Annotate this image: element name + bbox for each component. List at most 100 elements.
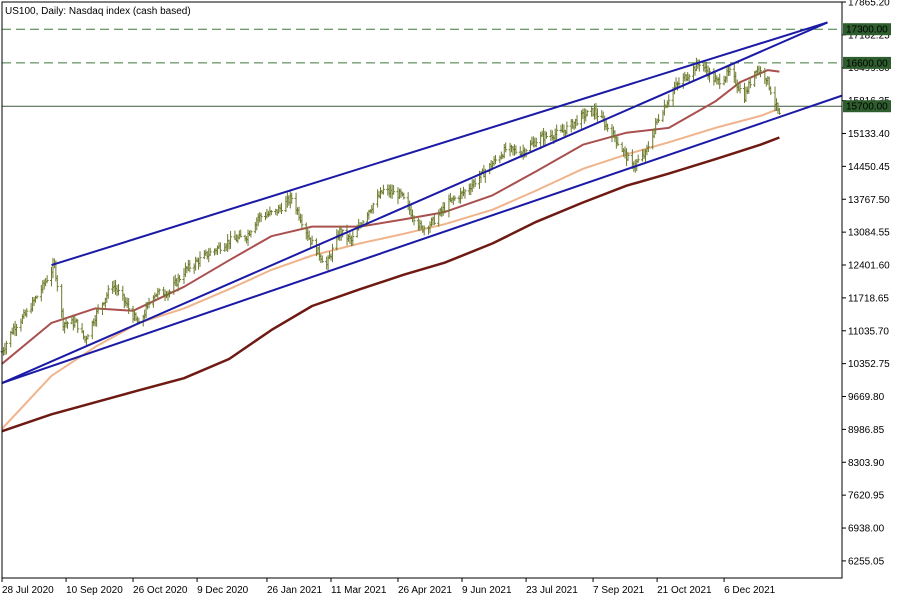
ohlc-bar: [606, 123, 610, 132]
ohlc-bar: [300, 214, 304, 230]
ohlc-bar: [777, 107, 781, 115]
ohlc-bar: [402, 192, 406, 200]
ohlc-bar: [657, 114, 661, 123]
ohlc-bar: [453, 195, 457, 201]
ohlc-bar: [188, 260, 192, 273]
x-tick-label: 28 Jul 2020: [2, 585, 54, 596]
ohlc-bar: [15, 323, 19, 337]
ohlc-bar: [178, 275, 182, 283]
ohlc-bar: [320, 255, 324, 263]
ohlc-bar: [55, 275, 59, 292]
ohlc-bar: [595, 108, 599, 122]
x-tick-label: 10 Sep 2020: [66, 585, 123, 596]
ohlc-bar: [229, 230, 233, 249]
ohlc-bar: [66, 321, 70, 329]
ohlc-bar: [351, 230, 355, 246]
x-tick-label: 6 Dec 2021: [724, 585, 776, 596]
y-tick-label: 14450.45: [848, 162, 890, 173]
ohlc-bar: [769, 86, 773, 95]
level-label: 15700.00: [846, 102, 888, 113]
x-tick-label: 26 Apr 2021: [398, 585, 452, 596]
level-label-box: [843, 56, 891, 69]
ohlc-bar: [758, 66, 762, 78]
moving-average-line-1: [1, 69, 780, 365]
plot-frame: [1, 1, 843, 579]
level-label: 16600.00: [846, 58, 888, 69]
ohlc-bar: [35, 295, 39, 299]
level-label-box: [843, 23, 891, 36]
y-tick-label: 7620.95: [848, 491, 885, 502]
ohlc-bar: [76, 319, 80, 333]
x-tick-label: 7 Sep 2021: [593, 585, 645, 596]
ohlc-bar: [147, 297, 151, 309]
ohlc-bar: [330, 243, 334, 263]
x-tick-label: 9 Jun 2021: [462, 585, 512, 596]
ohlc-bar: [677, 77, 681, 87]
y-tick-label: 8303.90: [848, 458, 885, 469]
ohlc-bar: [432, 214, 436, 225]
ohlc-bar: [45, 275, 49, 284]
ohlc-bar: [575, 115, 579, 126]
ohlc-bar: [25, 308, 29, 318]
ohlc-bar: [86, 333, 90, 340]
y-tick-label: 10352.75: [848, 359, 890, 370]
x-tick-label: 23 Jul 2021: [526, 585, 578, 596]
ohlc-bar: [239, 229, 243, 238]
ohlc-bar: [544, 131, 548, 139]
moving-average-line-3: [1, 136, 780, 433]
y-tick-label: 8986.85: [848, 425, 885, 436]
ohlc-bar: [738, 82, 742, 94]
ohlc-bar: [534, 137, 538, 148]
ohlc-bar: [310, 235, 314, 245]
x-tick-label: 9 Dec 2020: [197, 585, 249, 596]
ohlc-bar: [381, 184, 385, 195]
y-tick-label: 13767.50: [848, 195, 890, 206]
ohlc-bar: [259, 212, 263, 222]
x-tick-label: 26 Oct 2020: [133, 585, 188, 596]
ohlc-bar: [504, 142, 508, 153]
channel-line-2: [51, 21, 828, 267]
ohlc-bar: [443, 202, 447, 214]
y-tick-label: 11035.70: [848, 326, 889, 337]
chart-title: US100, Daily: Nasdaq index (cash based): [5, 6, 191, 17]
y-tick-label: 12401.60: [848, 261, 890, 272]
ohlc-bar: [555, 124, 559, 141]
y-tick-label: 13084.55: [848, 228, 890, 239]
ohlc-bar: [412, 215, 416, 226]
ohlc-bar: [167, 289, 171, 298]
ohlc-bar: [198, 251, 202, 267]
ohlc-bar: [494, 155, 498, 165]
ohlc-bar: [463, 188, 467, 199]
ohlc-bar: [280, 202, 284, 215]
y-tick-label: 17182.25: [848, 30, 890, 41]
ohlc-bar: [667, 94, 671, 108]
y-tick-label: 15133.40: [848, 129, 890, 140]
ohlc-bar: [585, 110, 589, 117]
channel-line-1: [1, 21, 828, 384]
y-tick-label: 17865.20: [848, 0, 890, 8]
ohlc-bar: [208, 247, 212, 257]
channel-line-3: [1, 94, 843, 384]
ohlc-bar: [514, 145, 518, 155]
y-tick-label: 11718.65: [848, 293, 889, 304]
ohlc-bar: [636, 154, 640, 163]
ohlc-bar: [116, 284, 120, 296]
ohlc-bar: [392, 185, 396, 195]
ohlc-bar: [371, 202, 375, 214]
ohlc-bar: [473, 178, 477, 188]
ohlc-bar: [290, 192, 294, 204]
level-label: 17300.00: [846, 25, 888, 36]
ohlc-bar: [218, 242, 222, 254]
ohlc-bar: [106, 285, 110, 299]
y-tick-label: 6938.00: [848, 524, 885, 535]
ohlc-bar: [422, 225, 426, 236]
ohlc-bar: [127, 298, 131, 314]
ohlc-bar: [96, 304, 100, 314]
y-tick-label: 9669.80: [848, 392, 885, 403]
ohlc-bar: [4, 340, 8, 355]
ohlc-bar: [157, 288, 161, 295]
ohlc-bar: [646, 141, 650, 152]
x-tick-label: 26 Jan 2021: [267, 585, 322, 596]
